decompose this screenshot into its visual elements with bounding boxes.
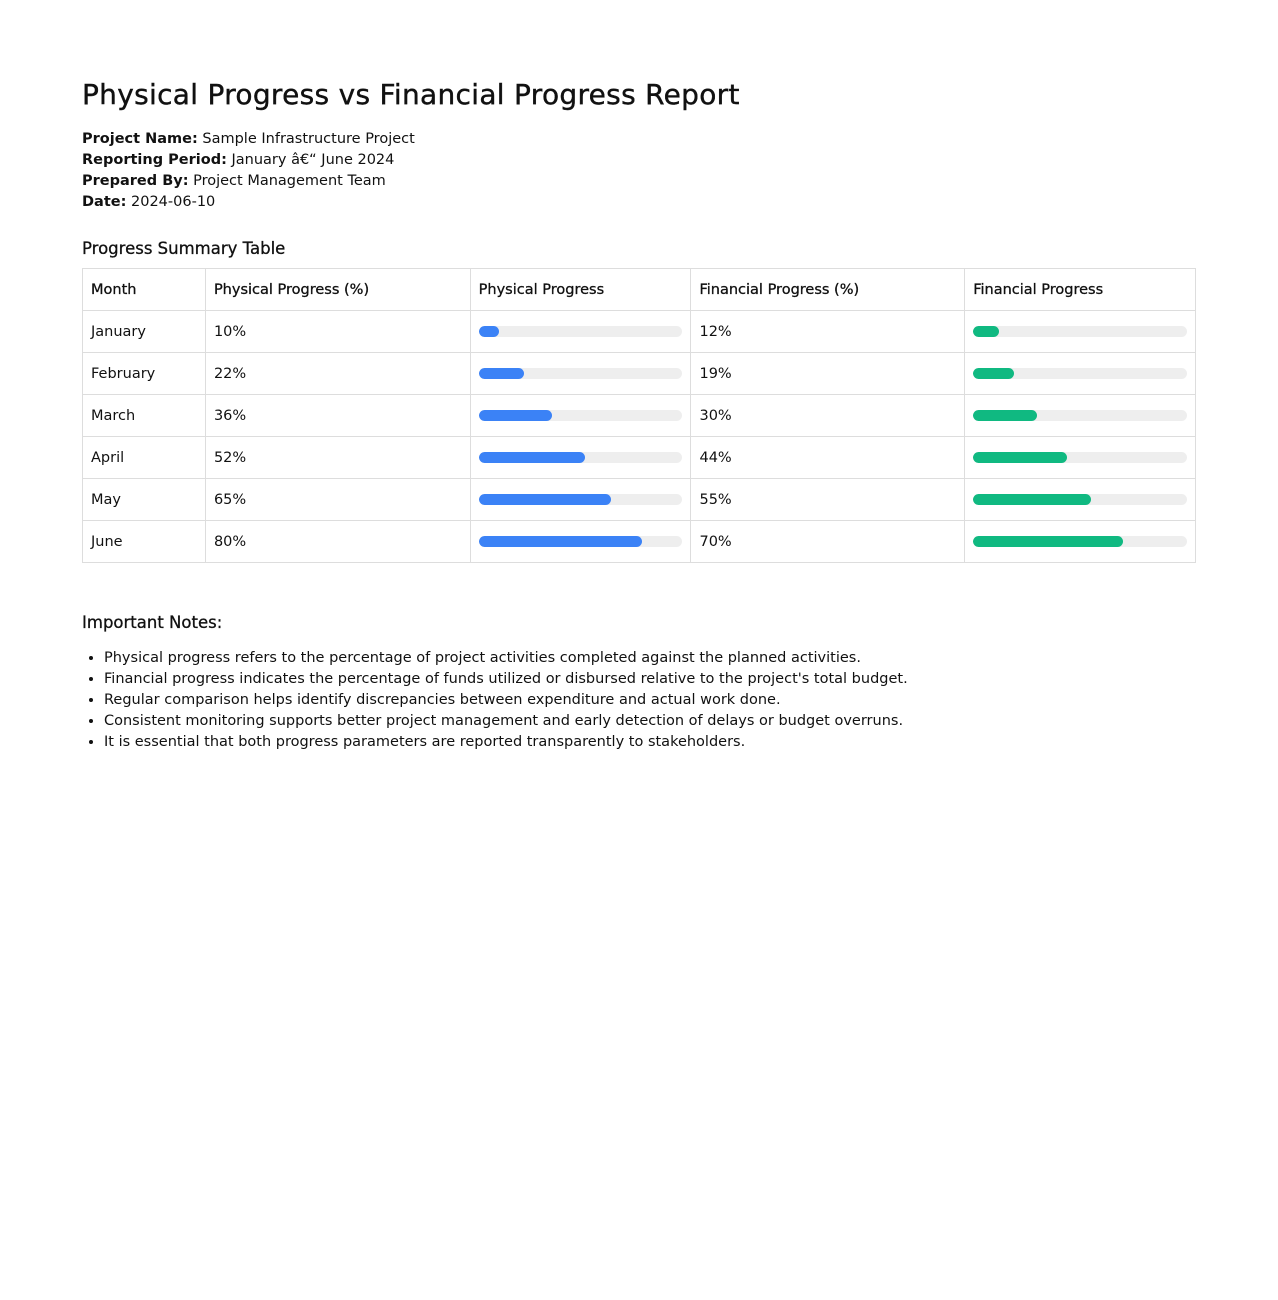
page-title: Physical Progress vs Financial Progress …	[82, 78, 740, 111]
financial-progress-track	[973, 494, 1187, 505]
table-row: May 65% 55%	[82, 478, 1196, 521]
cell-month: April	[82, 436, 206, 479]
table-title: Progress Summary Table	[82, 239, 286, 258]
cell-month: May	[82, 478, 206, 521]
physical-progress-fill	[478, 368, 524, 379]
cell-physical-pct: 22%	[204, 352, 471, 395]
meta-label: Reporting Period:	[82, 152, 227, 168]
financial-progress-fill	[973, 536, 1123, 547]
financial-progress-fill	[973, 368, 1014, 379]
cell-physical-bar	[469, 394, 692, 437]
cell-month: February	[82, 352, 206, 395]
cell-physical-pct: 80%	[204, 520, 471, 563]
table-row: February 22% 19%	[82, 352, 1196, 395]
cell-physical-bar	[469, 520, 692, 563]
cell-physical-pct: 36%	[204, 394, 471, 437]
table-row: March 36% 30%	[82, 394, 1196, 437]
cell-physical-pct: 65%	[204, 478, 471, 521]
physical-progress-fill	[478, 410, 553, 421]
physical-progress-track	[478, 536, 683, 547]
physical-progress-fill	[478, 536, 642, 547]
meta-reporting-period: Reporting Period: January â€“ June 2024	[82, 150, 1196, 171]
meta-label: Prepared By:	[82, 173, 189, 189]
financial-progress-track	[973, 410, 1187, 421]
physical-progress-track	[478, 452, 683, 463]
meta-value: Project Management Team	[193, 173, 386, 189]
physical-progress-track	[478, 410, 683, 421]
header-physical-bar: Physical Progress	[469, 268, 692, 311]
cell-month: June	[82, 520, 206, 563]
table-row: April 52% 44%	[82, 436, 1196, 479]
financial-progress-fill	[973, 494, 1091, 505]
financial-progress-track	[973, 536, 1187, 547]
physical-progress-fill	[478, 494, 612, 505]
financial-progress-fill	[973, 452, 1068, 463]
cell-financial-bar	[964, 310, 1196, 353]
cell-financial-bar	[964, 352, 1196, 395]
physical-progress-fill	[478, 452, 585, 463]
cell-physical-pct: 52%	[204, 436, 471, 479]
financial-progress-track	[973, 452, 1187, 463]
cell-physical-bar	[469, 478, 692, 521]
header-month: Month	[82, 268, 206, 311]
table-row: June 80% 70%	[82, 520, 1196, 563]
header-financial-bar: Financial Progress	[964, 268, 1196, 311]
cell-financial-bar	[964, 436, 1196, 479]
physical-progress-fill	[478, 326, 500, 337]
notes-title: Important Notes:	[82, 613, 223, 632]
report-meta: Project Name: Sample Infrastructure Proj…	[82, 129, 1196, 213]
meta-value: January â€“ June 2024	[231, 152, 395, 168]
note-item: Financial progress indicates the percent…	[104, 669, 1196, 690]
cell-financial-pct: 44%	[690, 436, 966, 479]
table-header-row: Month Physical Progress (%) Physical Pro…	[82, 268, 1196, 311]
note-item: Physical progress refers to the percenta…	[104, 648, 1196, 669]
progress-table: Month Physical Progress (%) Physical Pro…	[82, 268, 1196, 563]
cell-financial-bar	[964, 478, 1196, 521]
header-physical-pct: Physical Progress (%)	[204, 268, 471, 311]
notes-list: Physical progress refers to the percenta…	[82, 648, 1196, 753]
note-item: It is essential that both progress param…	[104, 732, 1196, 753]
meta-project-name: Project Name: Sample Infrastructure Proj…	[82, 129, 1196, 150]
cell-financial-pct: 55%	[690, 478, 966, 521]
meta-date: Date: 2024-06-10	[82, 192, 1196, 213]
financial-progress-fill	[973, 326, 999, 337]
header-financial-pct: Financial Progress (%)	[690, 268, 966, 311]
meta-value: 2024-06-10	[131, 194, 216, 210]
meta-prepared-by: Prepared By: Project Management Team	[82, 171, 1196, 192]
note-item: Consistent monitoring supports better pr…	[104, 711, 1196, 732]
financial-progress-fill	[973, 410, 1038, 421]
cell-physical-bar	[469, 436, 692, 479]
physical-progress-track	[478, 368, 683, 379]
cell-month: January	[82, 310, 206, 353]
cell-financial-pct: 19%	[690, 352, 966, 395]
meta-label: Project Name:	[82, 131, 198, 147]
financial-progress-track	[973, 326, 1187, 337]
cell-financial-bar	[964, 394, 1196, 437]
cell-physical-pct: 10%	[204, 310, 471, 353]
physical-progress-track	[478, 326, 683, 337]
meta-value: Sample Infrastructure Project	[202, 131, 415, 147]
financial-progress-track	[973, 368, 1187, 379]
physical-progress-track	[478, 494, 683, 505]
cell-financial-bar	[964, 520, 1196, 563]
cell-physical-bar	[469, 352, 692, 395]
cell-physical-bar	[469, 310, 692, 353]
meta-label: Date:	[82, 194, 127, 210]
table-row: January 10% 12%	[82, 310, 1196, 353]
cell-financial-pct: 30%	[690, 394, 966, 437]
cell-financial-pct: 70%	[690, 520, 966, 563]
cell-month: March	[82, 394, 206, 437]
note-item: Regular comparison helps identify discre…	[104, 690, 1196, 711]
cell-financial-pct: 12%	[690, 310, 966, 353]
report: Physical Progress vs Financial Progress …	[82, 78, 1196, 753]
